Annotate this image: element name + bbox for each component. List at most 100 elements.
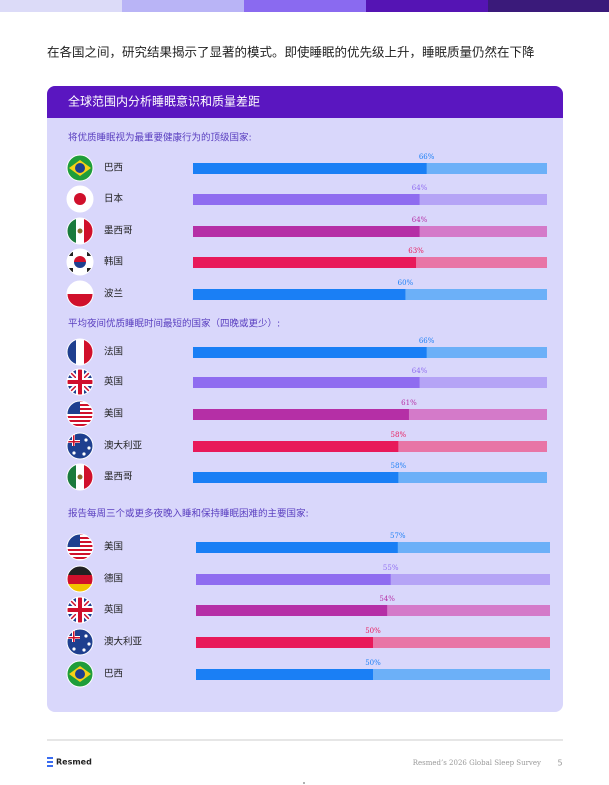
value-label: 50%: [365, 659, 381, 667]
flag-part: [84, 464, 93, 490]
country: 澳大利亚: [104, 636, 143, 648]
country: 澳大利亚: [104, 440, 143, 452]
flag-part: [73, 629, 75, 642]
flag-part: [72, 647, 76, 651]
flag-part: [67, 629, 93, 655]
band: [122, 0, 244, 12]
flag-part: [77, 474, 83, 480]
flag-part: [67, 339, 76, 365]
bar: [193, 347, 427, 358]
flag-ring: [66, 368, 94, 396]
value-label: 50%: [365, 627, 381, 635]
flag-part: [72, 451, 76, 455]
bar: [193, 194, 420, 205]
flag-part: [67, 551, 93, 553]
country: 德国: [104, 573, 123, 585]
bar: [196, 605, 388, 616]
flag-part: [73, 433, 75, 446]
flag-part: [78, 597, 82, 623]
country: 美国: [104, 408, 123, 420]
flag-ring: [66, 565, 94, 593]
logo-mark: [47, 765, 53, 767]
section-heading: 将优质睡眠视为最重要健康行为的顶级国家:: [68, 132, 252, 144]
flag-part: [75, 669, 85, 679]
flag-ring: [66, 432, 94, 460]
country: 波兰: [104, 288, 123, 300]
flag-part: [67, 575, 93, 584]
band: [366, 0, 488, 12]
value-label: 60%: [398, 279, 414, 287]
page-number: 5: [557, 759, 562, 768]
section-heading: 平均夜间优质睡眠时间最短的国家（四晚或更少）:: [68, 318, 280, 330]
bar: [193, 472, 399, 483]
flag-part: [67, 414, 93, 416]
flag-part: [82, 452, 86, 456]
bar: [193, 257, 417, 268]
value-label: 58%: [391, 462, 407, 470]
bar: [193, 163, 427, 174]
value-label: 64%: [412, 184, 428, 192]
flag-part: [67, 420, 93, 422]
flag-part: [77, 228, 83, 234]
flag-part: [84, 634, 88, 638]
flag: [67, 534, 93, 560]
country: 英国: [104, 604, 123, 616]
value-label: 55%: [383, 564, 399, 572]
card-header: [47, 86, 563, 118]
flag-part: [67, 281, 93, 294]
flag-part: [74, 262, 86, 268]
bar: [193, 441, 399, 452]
flag: [67, 249, 93, 275]
flag-ring: [66, 628, 94, 656]
flag-part: [67, 553, 93, 555]
flag-part: [76, 339, 84, 365]
flag-part: [87, 252, 91, 256]
flag-part: [67, 584, 93, 592]
source: Resmed’s 2026 Global Sleep Survey: [413, 759, 541, 767]
flag-part: [74, 193, 86, 205]
flag-part: [67, 218, 76, 244]
value-label: 61%: [401, 399, 417, 407]
flag-ring: [66, 400, 94, 428]
flag: [67, 661, 93, 687]
bar: [193, 377, 420, 388]
card-title: 全球范围内分析睡眠意识和质量差距: [68, 94, 260, 109]
country: 巴西: [104, 669, 123, 680]
flag-ring: [66, 463, 94, 491]
logo-mark: [47, 757, 53, 759]
intro: 在各国之间，研究结果揭示了显著的模式。即使睡眠的优先级上升，睡眠质量仍然在下降: [47, 45, 535, 60]
flag-part: [67, 464, 76, 490]
flag-ring: [66, 533, 94, 561]
flag: [67, 218, 93, 244]
section-heading: 报告每周三个或更多夜晚入睡和保持睡眠困难的主要国家:: [68, 508, 309, 520]
bar: [196, 669, 373, 680]
flag-ring: [66, 248, 94, 276]
flag-part: [78, 369, 82, 395]
country: 韩国: [104, 256, 123, 268]
bar: [196, 574, 391, 585]
flag-ring: [66, 660, 94, 688]
bar: [196, 637, 373, 648]
flag: [67, 155, 93, 181]
country: 日本: [104, 193, 124, 205]
value-label: 63%: [408, 247, 424, 255]
flag-ring: [66, 596, 94, 624]
flag: [67, 339, 93, 365]
flag-part: [75, 163, 85, 173]
band: [0, 0, 122, 12]
logo: Resmed: [56, 758, 92, 767]
flag-part: [67, 566, 93, 575]
flag-part: [87, 642, 91, 646]
flag-part: [87, 268, 91, 272]
country: 美国: [104, 541, 123, 553]
flag-part: [69, 268, 73, 272]
flag-ring: [66, 280, 94, 308]
bar: [193, 289, 406, 300]
flag-part: [74, 256, 86, 262]
flag-part: [82, 648, 86, 652]
logo-mark: [47, 761, 53, 763]
bar: [193, 226, 420, 237]
flag-part: [67, 549, 93, 551]
value-label: 64%: [412, 216, 428, 224]
